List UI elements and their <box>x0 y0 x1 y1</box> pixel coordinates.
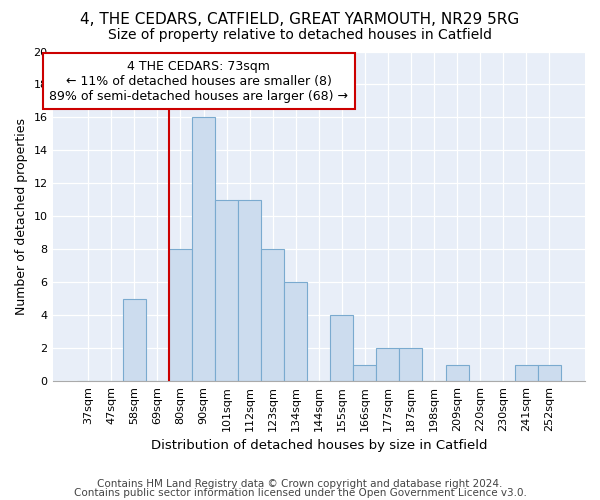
Text: 4 THE CEDARS: 73sqm
← 11% of detached houses are smaller (8)
89% of semi-detache: 4 THE CEDARS: 73sqm ← 11% of detached ho… <box>49 60 349 102</box>
Bar <box>261 250 284 382</box>
Y-axis label: Number of detached properties: Number of detached properties <box>15 118 28 315</box>
Bar <box>353 365 376 382</box>
Text: Contains HM Land Registry data © Crown copyright and database right 2024.: Contains HM Land Registry data © Crown c… <box>97 479 503 489</box>
Bar <box>192 118 215 382</box>
Bar <box>538 365 561 382</box>
Text: Size of property relative to detached houses in Catfield: Size of property relative to detached ho… <box>108 28 492 42</box>
Text: Contains public sector information licensed under the Open Government Licence v3: Contains public sector information licen… <box>74 488 526 498</box>
Bar <box>515 365 538 382</box>
Bar <box>400 348 422 382</box>
Text: 4, THE CEDARS, CATFIELD, GREAT YARMOUTH, NR29 5RG: 4, THE CEDARS, CATFIELD, GREAT YARMOUTH,… <box>80 12 520 28</box>
Bar <box>284 282 307 382</box>
Bar <box>169 250 192 382</box>
Bar <box>330 316 353 382</box>
Bar <box>376 348 400 382</box>
Bar <box>238 200 261 382</box>
X-axis label: Distribution of detached houses by size in Catfield: Distribution of detached houses by size … <box>151 440 487 452</box>
Bar <box>123 299 146 382</box>
Bar <box>446 365 469 382</box>
Bar <box>215 200 238 382</box>
